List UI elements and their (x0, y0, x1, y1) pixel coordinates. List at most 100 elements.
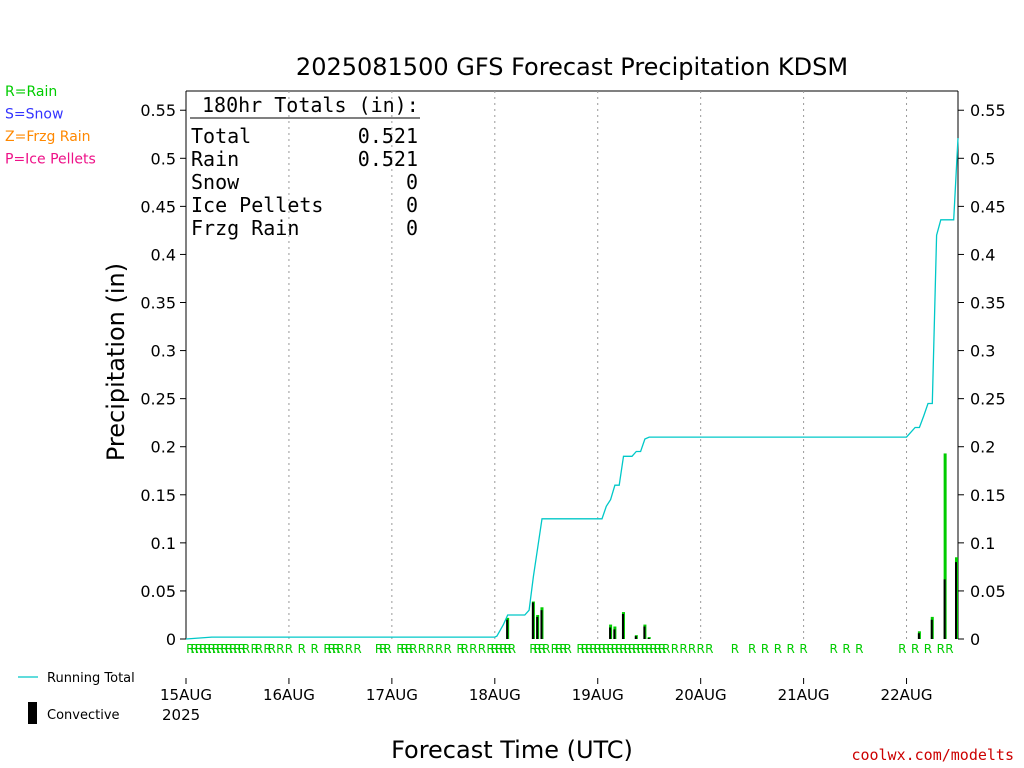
x-tick-label: 15AUG (160, 686, 212, 704)
rain-marker: R (598, 642, 606, 656)
rain-marker: R (662, 642, 670, 656)
rain-marker: R (679, 642, 687, 656)
rain-marker: R (645, 642, 653, 656)
totals-box: 180hr Totals (in): Total 0.521 Rain 0.521 Sno… (190, 93, 420, 240)
totals-row-value: 0 (406, 170, 418, 194)
y-tick-label-left: 0.5 (151, 149, 176, 168)
rain-marker: R (649, 642, 657, 656)
rain-marker: R (255, 642, 263, 656)
rain-marker: R (589, 642, 597, 656)
convective-bar (609, 627, 612, 639)
y-tick-label-right: 0.3 (970, 342, 995, 361)
rain-marker: R (336, 642, 344, 656)
rain-marker: R (203, 642, 211, 656)
rain-marker: R (401, 642, 409, 656)
rain-marker: R (503, 642, 511, 656)
rain-marker: R (405, 642, 413, 656)
rain-marker: R (486, 642, 494, 656)
y-tick-label-right: 0.4 (970, 245, 995, 264)
convective-bar (917, 633, 920, 639)
y-tick-label-right: 0.15 (970, 486, 1006, 505)
rain-marker: R (624, 642, 632, 656)
rain-marker: R (396, 642, 404, 656)
rain-marker: R (328, 642, 336, 656)
rain-marker: R (924, 642, 932, 656)
rain-marker: R (611, 642, 619, 656)
convective-bar (536, 616, 539, 639)
y-tick-label-right: 0.1 (970, 534, 995, 553)
rain-marker: R (190, 642, 198, 656)
year-label: 2025 (162, 706, 200, 724)
rain-marker: R (353, 642, 361, 656)
rain-marker: R (551, 642, 559, 656)
rain-marker: R (534, 642, 542, 656)
rain-marker: R (379, 642, 387, 656)
rain-marker: R (576, 642, 584, 656)
x-tick-label: 19AUG (572, 686, 624, 704)
running-total-legend-label: Running Total (47, 671, 135, 686)
rain-marker: R (491, 642, 499, 656)
rain-marker: R (594, 642, 602, 656)
rain-marker: R (731, 642, 739, 656)
x-axis-label: Forecast Time (UTC) (391, 736, 633, 764)
convective-bar (634, 636, 637, 639)
rain-marker: R (945, 642, 953, 656)
rain-marker: R (426, 642, 434, 656)
rain-marker: R (220, 642, 228, 656)
rain-marker: R (705, 642, 713, 656)
rain-marker: R (478, 642, 486, 656)
rain-marker: R (229, 642, 237, 656)
x-tick-label: 18AUG (469, 686, 521, 704)
y-tick-label-left: 0.35 (140, 294, 176, 313)
rain-marker: R (216, 642, 224, 656)
convective-bar (506, 619, 509, 639)
y-tick-label-right: 0.2 (970, 438, 995, 457)
rain-marker: R (456, 642, 464, 656)
rain-marker: R (581, 642, 589, 656)
totals-row-value: 0 (406, 216, 418, 240)
rain-marker: R (619, 642, 627, 656)
convective-bar (930, 619, 933, 639)
series-legend: Running Total Convective (18, 671, 135, 724)
rain-marker: R (585, 642, 593, 656)
precip-bars (506, 453, 958, 639)
totals-row-value: 0.521 (358, 147, 418, 171)
totals-row-label: Total (191, 124, 251, 148)
y-tick-label-right: 0 (970, 630, 980, 649)
rain-marker: R (443, 642, 451, 656)
rain-marker: R (375, 642, 383, 656)
rain-marker: R (263, 642, 271, 656)
x-tick-label: 22AUG (881, 686, 933, 704)
convective-legend-label: Convective (47, 708, 120, 723)
rain-marker: R (564, 642, 572, 656)
rain-marker: R (238, 642, 246, 656)
rain-marker: R (495, 642, 503, 656)
rain-marker: R (628, 642, 636, 656)
y-tick-label-right: 0.45 (970, 197, 1006, 216)
rain-marker: R (345, 642, 353, 656)
y-tick-label-right: 0.35 (970, 294, 1006, 313)
rain-marker: R (842, 642, 850, 656)
rain-marker: R (829, 642, 837, 656)
y-tick-label-left: 0.4 (151, 245, 176, 264)
rain-marker: R (310, 642, 318, 656)
rain-marker: R (937, 642, 945, 656)
rain-marker: R (615, 642, 623, 656)
rain-marker: R (242, 642, 250, 656)
type-legend-entry: Z=Frzg Rain (5, 129, 91, 145)
rain-marker: R (250, 642, 258, 656)
convective-bar (621, 614, 624, 639)
rain-marker: R (559, 642, 567, 656)
rain-marker: R (696, 642, 704, 656)
rain-marker: R (323, 642, 331, 656)
rain-marker: R (529, 642, 537, 656)
rain-marker: R (233, 642, 241, 656)
totals-row-label: Rain (191, 147, 239, 171)
running-total-line (185, 138, 959, 640)
rain-marker: R (508, 642, 516, 656)
y-tick-label-left: 0 (166, 630, 176, 649)
rain-marker: R (542, 642, 550, 656)
rain-marker: R (787, 642, 795, 656)
x-tick-label: 16AUG (263, 686, 315, 704)
